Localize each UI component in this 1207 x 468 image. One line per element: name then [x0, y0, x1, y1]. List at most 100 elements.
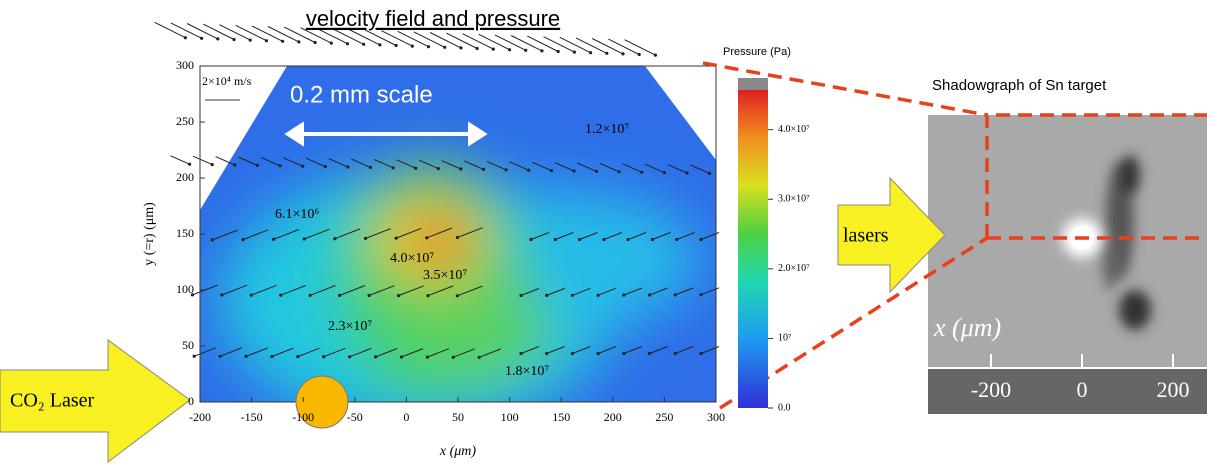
- y-tick-label: 0: [188, 394, 194, 408]
- velocity-arrowhead: [278, 164, 282, 168]
- velocity-arrow: [260, 156, 281, 167]
- velocity-arrow: [426, 227, 453, 239]
- pressure-field: [200, 66, 716, 402]
- velocity-arrowhead: [602, 237, 606, 242]
- velocity-arrowhead: [556, 49, 560, 54]
- x-tick-label: -200: [189, 410, 211, 424]
- velocity-arrow: [527, 35, 559, 52]
- velocity-arrow: [623, 346, 643, 354]
- y-tick-label: 200: [176, 170, 194, 184]
- velocity-arrow: [597, 287, 617, 296]
- velocity-arrow: [675, 346, 694, 354]
- velocity-arrow: [543, 36, 575, 53]
- velocity-arrow: [304, 228, 330, 240]
- velocity-arrowhead: [297, 40, 301, 44]
- velocity-arrowhead: [622, 351, 626, 356]
- velocity-arrowhead: [399, 355, 404, 359]
- velocity-arrowhead: [210, 163, 214, 167]
- velocity-arrowhead: [507, 48, 512, 52]
- inset-tick-label: -200: [971, 377, 1011, 402]
- velocity-arrow: [462, 33, 494, 50]
- velocity-arrow: [579, 232, 598, 240]
- velocity-arrow: [690, 164, 710, 174]
- x-axis-label: x (μm): [439, 444, 477, 459]
- velocity-arrowhead: [594, 169, 599, 173]
- velocity-arrowhead: [378, 43, 382, 47]
- velocity-arrowhead: [190, 293, 194, 297]
- velocity-arrowhead: [455, 294, 459, 298]
- velocity-arrow: [334, 228, 361, 240]
- velocity-arrow: [215, 156, 236, 166]
- velocity-arrowhead: [426, 45, 431, 49]
- velocity-arrowhead: [346, 165, 350, 169]
- velocity-arrow: [284, 26, 316, 43]
- velocity-arrowhead: [414, 166, 418, 170]
- velocity-arrow: [398, 285, 424, 297]
- velocity-arrowhead: [391, 166, 395, 170]
- velocity-arrowhead: [519, 293, 523, 298]
- velocity-arrowhead: [394, 43, 398, 48]
- velocity-arrowhead: [647, 351, 652, 356]
- y-tick-label: 50: [182, 338, 194, 352]
- velocity-arrowhead: [504, 168, 508, 172]
- velocity-arrowhead: [673, 293, 677, 297]
- x-tick-label: 300: [707, 410, 725, 424]
- velocity-arrowhead: [519, 351, 523, 356]
- velocity-arrow: [323, 347, 346, 358]
- velocity-arrowhead: [650, 237, 655, 242]
- velocity-arrowhead: [459, 167, 463, 171]
- velocity-arrow: [486, 160, 507, 171]
- laser-arrow: [0, 339, 191, 464]
- velocity-arrow: [446, 32, 478, 49]
- velocity-arrow: [221, 284, 248, 296]
- velocity-arrow: [510, 35, 543, 52]
- target-droplet: [295, 375, 349, 429]
- velocity-arrowhead: [572, 169, 576, 173]
- inset-x-label: x (μm): [933, 313, 1001, 342]
- velocity-arrow: [365, 228, 391, 239]
- velocity-arrow: [267, 26, 300, 43]
- velocity-arrow: [271, 347, 294, 357]
- y-tick-label: 100: [176, 282, 194, 296]
- velocity-arrowhead: [675, 237, 679, 242]
- velocity-arrow: [546, 287, 565, 296]
- velocity-arrowhead: [596, 351, 600, 356]
- velocity-arrow: [599, 162, 620, 173]
- velocity-arrow: [170, 22, 202, 39]
- velocity-arrow: [479, 348, 501, 358]
- velocity-arrow: [575, 37, 608, 54]
- velocity-arrowhead: [329, 41, 333, 45]
- y-tick-label: 150: [176, 226, 194, 240]
- colorbar-tick-label: 3.0×10⁷: [778, 194, 810, 205]
- contour-label: 6.1×10⁶: [275, 207, 319, 222]
- velocity-arrowhead: [367, 293, 371, 298]
- velocity-arrowhead: [626, 237, 630, 242]
- velocity-arrowhead: [396, 294, 401, 298]
- velocity-arrow: [441, 160, 462, 170]
- velocity-arrow: [186, 23, 219, 40]
- velocity-arrow: [413, 31, 445, 48]
- shadowgraph: [928, 115, 1207, 414]
- velocity-arrow: [603, 232, 623, 240]
- velocity-arrow: [644, 163, 665, 174]
- velocity-arrowhead: [410, 44, 414, 48]
- x-tick-label: 150: [552, 410, 570, 424]
- velocity-arrowhead: [363, 236, 368, 240]
- velocity-arrow: [676, 232, 695, 240]
- velocity-arrowhead: [200, 36, 204, 40]
- velocity-arrow: [520, 288, 540, 296]
- velocity-arrow: [212, 229, 238, 241]
- velocity-arrow: [283, 157, 303, 167]
- velocity-arrow: [348, 29, 381, 46]
- x-tick-label: 100: [501, 410, 519, 424]
- velocity-arrowhead: [281, 39, 285, 43]
- velocity-arrow: [427, 348, 450, 358]
- x-tick-label: 250: [655, 410, 673, 424]
- velocity-arrow: [530, 232, 550, 240]
- velocity-arrowhead: [621, 52, 625, 56]
- velocity-arrow: [192, 155, 213, 166]
- inset-title: Shadowgraph of Sn target: [932, 77, 1107, 94]
- velocity-arrow: [554, 162, 575, 172]
- velocity-arrow: [328, 158, 349, 168]
